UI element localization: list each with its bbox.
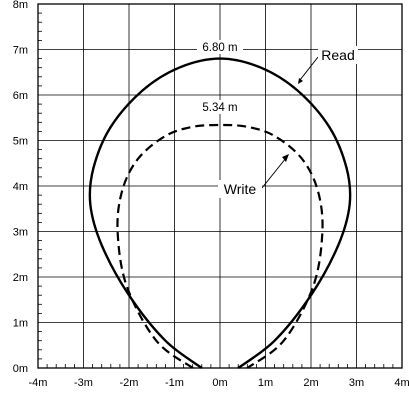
y-tick-label: 8m (13, 0, 28, 11)
label-5-34: 5.34 m (202, 102, 237, 114)
read-label: Read (321, 47, 354, 63)
write-pointer-arrow (282, 154, 289, 162)
y-tick-label: 4m (13, 181, 28, 193)
x-tick-label: 3m (349, 377, 364, 389)
frame (37, 3, 403, 369)
annotation-layer: 6.80 m 5.34 m Read Write (197, 40, 358, 198)
y-tick-label: 0m (13, 363, 28, 375)
y-tick-label: 7m (13, 45, 28, 57)
label-6-80: 6.80 m (202, 42, 237, 54)
x-tick-label: 1m (258, 377, 273, 389)
x-tick-label: -4m (29, 377, 48, 389)
x-tick-label: 0m (212, 377, 227, 389)
series-read-curve (88, 57, 352, 369)
read-pointer-arrow (298, 78, 303, 84)
label-5-34-background (197, 100, 243, 114)
y-tick-label: 1m (13, 318, 28, 330)
label-6-80-background (197, 40, 243, 54)
write-label: Write (224, 181, 257, 197)
plot-frame (37, 3, 403, 369)
series-layer (88, 57, 352, 369)
series-write-curve (116, 123, 324, 369)
x-tick-label: 2m (303, 377, 318, 389)
y-tick-label: 2m (13, 272, 28, 284)
write-label-background (218, 180, 262, 198)
read-label-background (318, 46, 358, 64)
write-pointer-line (261, 157, 287, 189)
y-tick-label: 6m (13, 90, 28, 102)
y-tick-label: 3m (13, 227, 28, 239)
minor-ticks (38, 12, 394, 368)
x-tick-label: -3m (74, 377, 93, 389)
read-pointer-line (299, 56, 319, 81)
x-tick-label: -2m (120, 377, 139, 389)
tick-labels: -4m -3m -2m -1m 0m 1m 2m 3m 4m 0m 1m 2m 3m 4m 5m 6m 7m 8m (13, 0, 409, 389)
x-tick-label: -1m (165, 377, 184, 389)
x-tick-label: 4m (394, 377, 409, 389)
y-tick-label: 5m (13, 136, 28, 148)
